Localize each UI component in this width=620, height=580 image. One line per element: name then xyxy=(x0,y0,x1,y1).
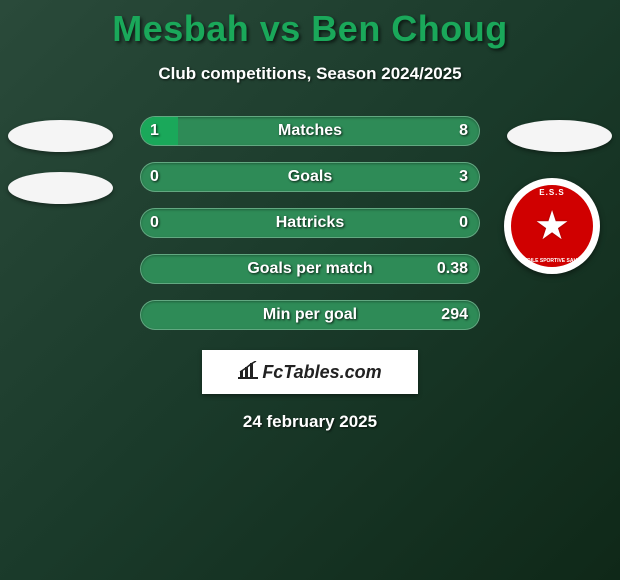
chart-icon xyxy=(238,361,258,384)
stat-bar: Min per goal xyxy=(140,300,480,330)
brand-label: FcTables.com xyxy=(262,362,381,383)
stats-container: Matches 1 8 Goals 0 3 Hattricks 0 0 Go xyxy=(0,116,620,336)
brand-box: FcTables.com xyxy=(202,350,418,394)
stat-row: Min per goal 294 xyxy=(0,300,620,336)
stat-label: Goals per match xyxy=(247,260,372,278)
stat-value-right: 0 xyxy=(459,208,468,238)
stat-value-right: 0.38 xyxy=(437,254,468,284)
stat-bar: Hattricks xyxy=(140,208,480,238)
date-label: 24 february 2025 xyxy=(0,412,620,432)
stat-label: Goals xyxy=(288,168,332,186)
stat-label: Min per goal xyxy=(263,306,357,324)
stat-bar: Matches xyxy=(140,116,480,146)
stat-value-right: 3 xyxy=(459,162,468,192)
stat-value-left: 1 xyxy=(150,116,159,146)
stat-row: Goals 0 3 xyxy=(0,162,620,198)
stat-label: Matches xyxy=(278,122,342,140)
stat-value-right: 8 xyxy=(459,116,468,146)
stat-value-left: 0 xyxy=(150,162,159,192)
stat-value-left: 0 xyxy=(150,208,159,238)
stat-bar: Goals per match xyxy=(140,254,480,284)
page-title: Mesbah vs Ben Choug xyxy=(0,0,620,50)
stat-row: Hattricks 0 0 xyxy=(0,208,620,244)
stat-row: Matches 1 8 xyxy=(0,116,620,152)
stat-label: Hattricks xyxy=(276,214,344,232)
subtitle: Club competitions, Season 2024/2025 xyxy=(0,64,620,84)
stat-row: Goals per match 0.38 xyxy=(0,254,620,290)
comparison-card: Mesbah vs Ben Choug Club competitions, S… xyxy=(0,0,620,580)
stat-value-right: 294 xyxy=(441,300,468,330)
stat-bar: Goals xyxy=(140,162,480,192)
stat-bar-fill-left xyxy=(141,117,178,145)
